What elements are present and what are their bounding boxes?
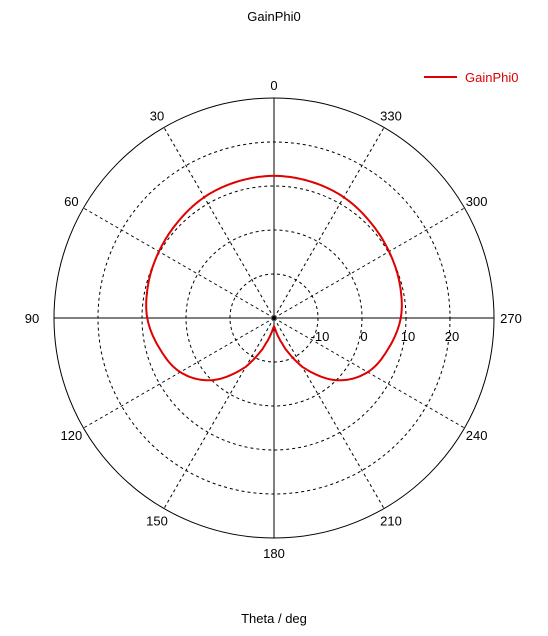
radial-tick-labels: -10 0 10 20 bbox=[311, 329, 460, 344]
angular-grid-line bbox=[83, 207, 275, 319]
radial-tick-label: 20 bbox=[445, 329, 459, 344]
outer-circle bbox=[53, 97, 495, 539]
angular-grid-line bbox=[163, 127, 275, 319]
radial-tick-label: -10 bbox=[311, 329, 330, 344]
angular-tick-label: 270 bbox=[500, 311, 522, 326]
angular-grid-line bbox=[163, 317, 275, 509]
angular-tick-label: 150 bbox=[146, 514, 168, 529]
angular-tick-labels: 0 30 60 90 120 150 180 210 240 270 300 330 bbox=[25, 78, 522, 561]
angular-grid-line bbox=[273, 207, 465, 319]
angular-tick-label: 180 bbox=[263, 546, 285, 561]
legend: GainPhi0 bbox=[424, 70, 518, 85]
angular-tick-label: 30 bbox=[150, 108, 164, 123]
chart-title: GainPhi0 bbox=[247, 9, 300, 24]
angular-tick-label: 210 bbox=[380, 514, 402, 529]
series-layer bbox=[145, 174, 403, 382]
radial-tick-label: 0 bbox=[360, 329, 367, 344]
angular-tick-label: 90 bbox=[25, 311, 39, 326]
angular-tick-label: 60 bbox=[64, 194, 78, 209]
angular-grid-line bbox=[273, 317, 385, 509]
angular-tick-label: 240 bbox=[466, 428, 488, 443]
angular-tick-label: 120 bbox=[60, 428, 82, 443]
series-line bbox=[145, 174, 403, 382]
x-axis-label: Theta / deg bbox=[241, 611, 307, 626]
angular-tick-label: 330 bbox=[380, 108, 402, 123]
angular-grid-line bbox=[83, 317, 275, 429]
legend-entry: GainPhi0 bbox=[465, 70, 518, 85]
angular-tick-label: 0 bbox=[270, 78, 277, 93]
angular-tick-label: 300 bbox=[466, 194, 488, 209]
polar-grid bbox=[53, 97, 495, 539]
angular-grid-line bbox=[273, 127, 385, 319]
radial-tick-label: 10 bbox=[401, 329, 415, 344]
angular-grid-line bbox=[273, 317, 465, 429]
